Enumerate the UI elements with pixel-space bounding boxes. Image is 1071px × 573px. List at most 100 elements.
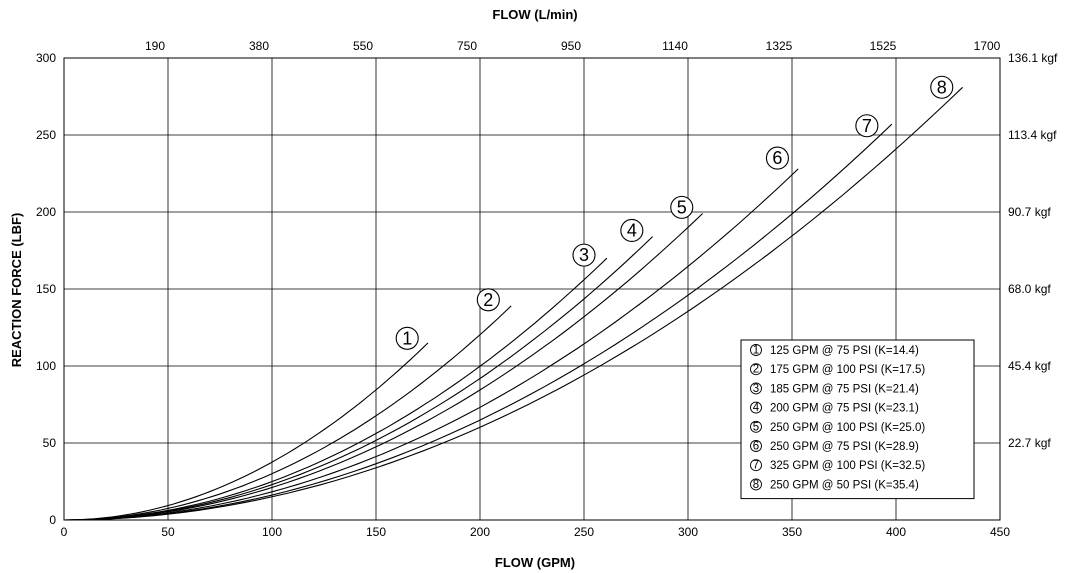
x-tick-label: 300: [678, 525, 698, 539]
legend-entry: 8 250 GPM @ 50 PSI (K=35.4): [750, 478, 919, 491]
right-y-tick-label: 22.7 kgf: [1008, 436, 1051, 450]
y-tick-label: 300: [36, 51, 56, 65]
y-axis-title: REACTION FORCE (LBF): [9, 213, 24, 368]
legend-marker-circle: [750, 459, 762, 472]
tick-labels: 0 50 100 150 200 250 300 350 400 450 0 50 100 150 200 2…: [36, 39, 1058, 539]
legend-marker-circle: [750, 401, 762, 414]
marker-number: 1: [402, 328, 412, 348]
legend-marker-number: 4: [753, 402, 760, 414]
y-tick-label: 200: [36, 205, 56, 219]
legend-label: 250 GPM @ 50 PSI (K=35.4): [770, 479, 919, 491]
legend-marker-circle: [750, 344, 762, 356]
marker-number: 4: [627, 220, 637, 240]
right-y-tick-label: 68.0 kgf: [1008, 282, 1051, 296]
marker-circle: [572, 243, 596, 267]
legend-label: 250 GPM @ 75 PSI (K=28.9): [770, 441, 919, 453]
curve-5: [63, 213, 703, 521]
marker-number: 5: [677, 197, 687, 217]
legend-entry: 5 250 GPM @ 100 PSI (K=25.0): [750, 420, 925, 434]
marker-number: 2: [483, 290, 493, 310]
right-y-tick-label: 45.4 kgf: [1008, 359, 1051, 373]
legend-marker-number: 6: [753, 441, 759, 453]
legend-marker-number: 8: [753, 479, 759, 491]
top-x-tick-label: 1325: [766, 39, 793, 53]
legend-label: 185 GPM @ 75 PSI (K=21.4): [770, 383, 919, 395]
curve-1: [64, 342, 429, 521]
curve-marker-7: 7: [855, 114, 879, 138]
marker-circle: [765, 146, 789, 170]
top-x-tick-label: 190: [145, 39, 165, 53]
y-tick-label: 250: [36, 128, 56, 142]
marker-number: 7: [862, 116, 872, 136]
top-x-axis-title: FLOW (L/min): [492, 7, 577, 22]
legend-label: 200 GPM @ 75 PSI (K=23.1): [770, 403, 919, 415]
legend-label: 325 GPM @ 100 PSI (K=32.5): [770, 460, 925, 472]
legend-box: [740, 339, 975, 500]
top-x-tick-label: 1700: [974, 39, 1001, 53]
marker-number: 6: [772, 148, 782, 168]
top-x-tick-label: 380: [249, 39, 269, 53]
y-tick-label: 100: [36, 359, 56, 373]
x-tick-label: 250: [574, 525, 594, 539]
marker-circle: [476, 288, 500, 312]
curve-4: [63, 236, 653, 521]
legend-marker-number: 5: [753, 421, 759, 433]
legend-marker-circle: [750, 440, 762, 452]
x-tick-label: 450: [990, 525, 1010, 539]
marker-circle: [930, 75, 954, 99]
curve-7: [63, 123, 893, 521]
curve-marker-6: 6: [765, 146, 789, 170]
curve-8: [63, 86, 963, 521]
x-tick-label: 400: [886, 525, 906, 539]
legend-marker-number: 3: [753, 383, 759, 395]
marker-circle: [395, 326, 419, 350]
x-tick-label: 0: [61, 525, 68, 539]
top-x-tick-label: 1140: [662, 39, 688, 53]
curve-marker-1: 1: [395, 326, 419, 350]
right-y-tick-label: 113.4 kgf: [1008, 128, 1057, 142]
right-y-tick-label: 90.7 kgf: [1008, 205, 1051, 219]
legend-marker-number: 2: [753, 364, 759, 376]
curve-marker-4: 4: [620, 218, 644, 243]
curve-marker-5: 5: [670, 195, 694, 219]
legend-marker-circle: [750, 363, 762, 376]
curve-marker-2: 2: [476, 288, 500, 312]
top-x-tick-label: 950: [561, 39, 581, 53]
curve-2: [63, 305, 512, 521]
x-tick-label: 50: [161, 525, 175, 539]
legend-label: 250 GPM @ 100 PSI (K=25.0): [770, 422, 925, 434]
curves: [63, 86, 963, 521]
curve-marker-3: 3: [572, 243, 596, 267]
legend-label: 125 GPM @ 75 PSI (K=14.4): [770, 345, 919, 357]
top-x-tick-label: 550: [353, 39, 373, 53]
marker-number: 8: [937, 77, 947, 97]
marker-circle: [620, 218, 644, 243]
curve-6: [63, 168, 799, 521]
legend: 1 125 GPM @ 75 PSI (K=14.4) 2 175 GPM @ 100…: [740, 339, 975, 500]
x-tick-label: 150: [366, 525, 386, 539]
y-tick-label: 150: [36, 282, 56, 296]
legend-entry: 6 250 GPM @ 75 PSI (K=28.9): [750, 440, 919, 453]
legend-marker-circle: [750, 420, 762, 433]
x-tick-label: 200: [470, 525, 490, 539]
legend-marker-number: 7: [753, 460, 759, 472]
legend-entry: 7 325 GPM @ 100 PSI (K=32.5): [750, 459, 925, 472]
x-tick-label: 350: [782, 525, 802, 539]
y-tick-label: 0: [49, 513, 56, 527]
marker-number: 3: [579, 245, 589, 265]
top-x-tick-label: 1525: [870, 39, 897, 53]
bottom-x-axis-title: FLOW (GPM): [495, 555, 575, 570]
plot-frame: [63, 57, 1001, 521]
legend-entry: 2 175 GPM @ 100 PSI (K=17.5): [750, 363, 925, 376]
legend-label: 175 GPM @ 100 PSI (K=17.5): [770, 364, 925, 376]
top-x-tick-label: 750: [457, 39, 477, 53]
legend-marker-circle: [750, 382, 762, 395]
curve-marker-8: 8: [930, 75, 954, 99]
marker-circle: [855, 114, 879, 138]
x-tick-label: 100: [262, 525, 282, 539]
y-tick-label: 50: [43, 436, 57, 450]
legend-entry: 3 185 GPM @ 75 PSI (K=21.4): [750, 382, 919, 395]
legend-entry: 1 125 GPM @ 75 PSI (K=14.4): [750, 344, 919, 357]
legend-marker-number: 1: [753, 345, 759, 357]
